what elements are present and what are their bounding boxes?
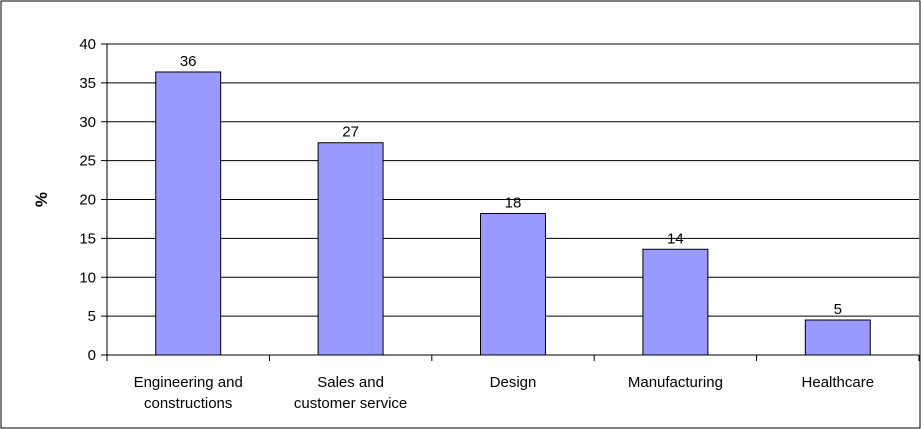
bar <box>642 248 709 356</box>
x-tick-label-line: constructions <box>144 395 232 412</box>
x-tick-label: Sales and customer service <box>294 374 407 412</box>
data-label: 27 <box>342 124 359 141</box>
bars <box>155 71 871 356</box>
x-tick-labels: Engineering and constructions Sales and cus… <box>134 374 875 412</box>
y-tick-label: 30 <box>79 114 96 131</box>
y-tick-label: 35 <box>79 75 96 92</box>
y-tick-label: 5 <box>88 308 96 325</box>
y-tick-label: 15 <box>79 230 96 247</box>
x-tick-label: Design <box>490 374 537 391</box>
y-tick-label: 40 <box>79 36 96 53</box>
bar <box>804 319 871 356</box>
x-tick-label-line: Manufacturing <box>628 374 723 391</box>
data-label: 14 <box>667 230 684 247</box>
data-label: 18 <box>505 194 522 211</box>
x-tick-label-line: Healthcare <box>802 374 875 391</box>
data-labels: 36 27 18 14 5 <box>180 53 842 318</box>
x-tick-label-line: Design <box>490 374 537 391</box>
y-tick-label: 0 <box>88 347 96 364</box>
axes <box>101 43 920 361</box>
data-label: 5 <box>834 301 842 318</box>
bar <box>480 212 546 356</box>
y-tick-label: 20 <box>79 192 96 209</box>
x-tick-label-line: Engineering and <box>134 374 243 391</box>
y-axis-label: % <box>32 192 51 207</box>
bar <box>317 142 384 356</box>
x-tick-label: Healthcare <box>802 374 875 391</box>
x-tick-label-line: customer service <box>294 395 407 412</box>
y-tick-label: 10 <box>79 269 96 286</box>
x-tick-label: Engineering and constructions <box>134 374 243 412</box>
y-tick-labels: 0 5 10 15 20 25 30 35 40 <box>79 36 96 364</box>
x-tick-label-line: Sales and <box>317 374 384 391</box>
data-label: 36 <box>180 53 197 70</box>
x-tick-label: Manufacturing <box>628 374 723 391</box>
y-tick-label: 25 <box>79 153 96 170</box>
bar <box>155 71 222 356</box>
